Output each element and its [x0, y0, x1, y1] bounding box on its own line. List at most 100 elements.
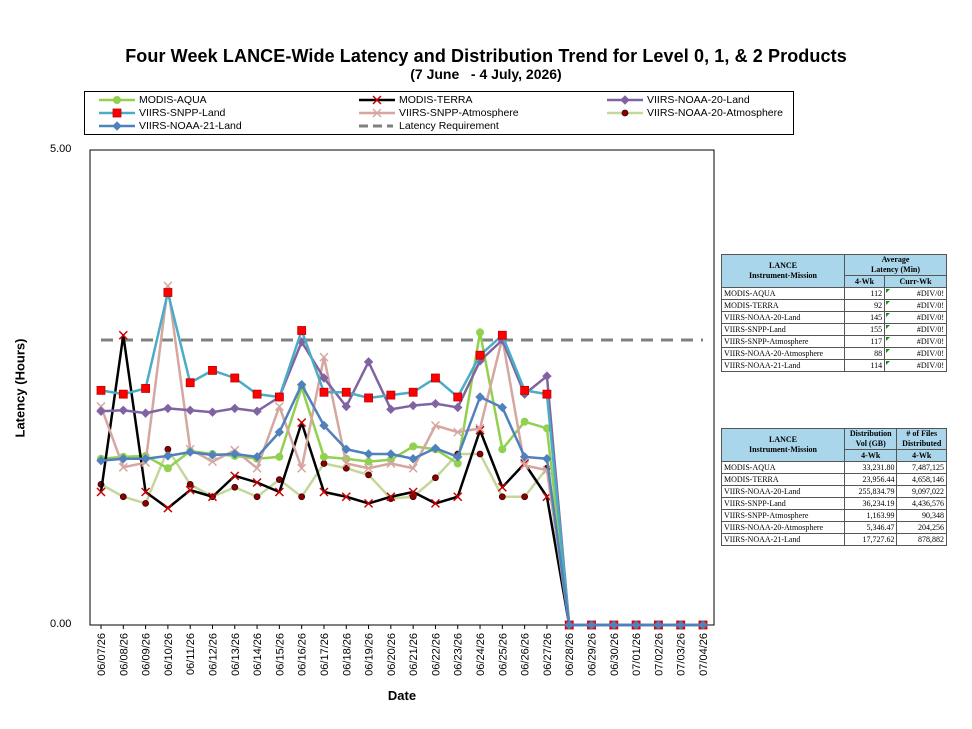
data-point: [275, 452, 284, 461]
mission-name: VIIRS-NOAA-21-Land: [721, 533, 845, 546]
latency-curr-value: #DIV/0!: [884, 311, 947, 324]
distribution-table-files-header: # of Files Distributed: [896, 428, 947, 450]
legend-label: MODIS-TERRA: [399, 94, 473, 106]
data-point: [185, 447, 195, 457]
data-point: [296, 379, 307, 390]
data-point: [364, 498, 374, 508]
data-point: [497, 482, 507, 492]
data-point: [319, 352, 329, 362]
latency-table-row: VIIRS-SNPP-Land 155 #DIV/0!: [721, 323, 947, 336]
data-point: [207, 457, 218, 467]
distribution-volume-value: 36,234.19: [843, 497, 898, 510]
mission-name: VIIRS-NOAA-20-Atmosphere: [721, 521, 845, 534]
x-tick-label: 06/24/26: [475, 633, 487, 676]
x-tick-label: 06/17/26: [319, 633, 331, 676]
data-point: [298, 493, 306, 501]
data-point: [163, 503, 173, 513]
data-point: [319, 373, 329, 383]
data-point: [431, 373, 440, 383]
data-point: [453, 392, 463, 402]
data-point: [208, 365, 217, 375]
mission-name: MODIS-AQUA: [721, 461, 845, 474]
x-tick-label: 07/03/26: [676, 633, 688, 676]
mission-name: VIIRS-NOAA-20-Land: [721, 311, 845, 324]
mission-name: VIIRS-NOAA-21-Land: [721, 359, 845, 372]
distribution-table-row: MODIS-AQUA 33,231.80 7,487,125: [721, 461, 947, 474]
legend-label: VIIRS-NOAA-21-Land: [139, 120, 242, 132]
data-point: [341, 444, 351, 454]
data-point: [409, 493, 417, 501]
x-tick-label: 06/30/26: [609, 633, 621, 676]
mission-name: MODIS-TERRA: [721, 473, 845, 486]
data-point: [142, 499, 149, 507]
legend-marker: [372, 108, 382, 118]
latency-4wk-value: 145: [843, 311, 886, 324]
data-point: [230, 373, 240, 383]
x-tick-label: 06/20/26: [386, 633, 398, 676]
data-point: [163, 288, 173, 297]
x-tick-label: 06/12/26: [207, 633, 219, 676]
data-point: [118, 330, 128, 340]
legend-label: Latency Requirement: [399, 120, 499, 132]
x-tick-label: 06/23/26: [453, 633, 465, 676]
series-line: [100, 448, 703, 627]
latency-table-row: MODIS-TERRA 92 #DIV/0!: [721, 299, 947, 312]
data-point: [498, 445, 507, 454]
distribution-volume-value: 23,956.44: [843, 473, 898, 486]
data-point: [141, 487, 151, 497]
data-point: [386, 404, 396, 415]
data-point: [342, 464, 350, 472]
legend-swatch: [359, 124, 393, 128]
mission-name: VIIRS-NOAA-20-Land: [721, 485, 845, 498]
files-distributed-value: 878,882: [896, 533, 947, 546]
latency-4wk-value: 92: [843, 299, 886, 312]
latency-table-avg-header: Average Latency (Min): [844, 254, 947, 276]
chart-legend: MODIS-AQUA MODIS-TERRA VIIRS-NOAA-20-Land V…: [84, 91, 794, 135]
distribution-volume-value: 33,231.80: [843, 461, 898, 474]
distribution-table-row: VIIRS-NOAA-20-Land 255,834.79 9,097,022: [721, 485, 947, 498]
legend-label: MODIS-AQUA: [139, 94, 207, 106]
data-point: [653, 620, 664, 630]
legend-marker: [112, 121, 122, 131]
data-point: [118, 405, 129, 416]
x-tick-label: 06/22/26: [430, 633, 442, 676]
distribution-table-row: VIIRS-NOAA-21-Land 17,727.62 878,882: [721, 533, 947, 546]
data-point: [408, 400, 418, 411]
data-point: [140, 408, 151, 418]
mission-name: VIIRS-NOAA-20-Atmosphere: [721, 347, 845, 360]
latency-curr-value: #DIV/0!: [884, 299, 947, 312]
data-point: [274, 427, 285, 437]
latency-curr-value: #DIV/0!: [884, 359, 947, 372]
data-point: [497, 330, 507, 340]
x-tick-label: 07/04/26: [698, 633, 710, 676]
distribution-table: LANCE Instrument-Mission Distribution Vol …: [721, 428, 947, 546]
data-point: [207, 407, 218, 417]
data-point: [476, 450, 484, 458]
data-point: [520, 417, 529, 426]
data-point: [118, 462, 128, 472]
data-point: [386, 458, 396, 469]
data-point: [96, 455, 106, 466]
data-point: [252, 463, 262, 473]
legend-marker: [620, 95, 630, 105]
distribution-volume-value: 17,727.62: [843, 533, 898, 546]
data-point: [430, 398, 441, 409]
latency-table: LANCE Instrument-Mission Average Latency (…: [721, 254, 947, 372]
data-point: [274, 487, 284, 497]
distribution-table-files-sub-header: 4-Wk: [896, 449, 947, 462]
mission-name: VIIRS-SNPP-Land: [721, 497, 845, 510]
x-tick-label: 06/11/26: [185, 633, 197, 675]
data-point: [118, 454, 129, 464]
data-point: [631, 620, 641, 630]
mission-name: VIIRS-SNPP-Land: [721, 323, 845, 336]
plot-area-border: [89, 149, 715, 626]
legend-swatch: [359, 95, 395, 105]
data-point: [230, 471, 240, 481]
data-point: [542, 454, 552, 464]
data-point: [475, 350, 485, 360]
data-point: [521, 493, 529, 501]
files-distributed-value: 9,097,022: [896, 485, 947, 498]
x-tick-label: 06/15/26: [274, 633, 286, 676]
data-point: [297, 418, 307, 428]
